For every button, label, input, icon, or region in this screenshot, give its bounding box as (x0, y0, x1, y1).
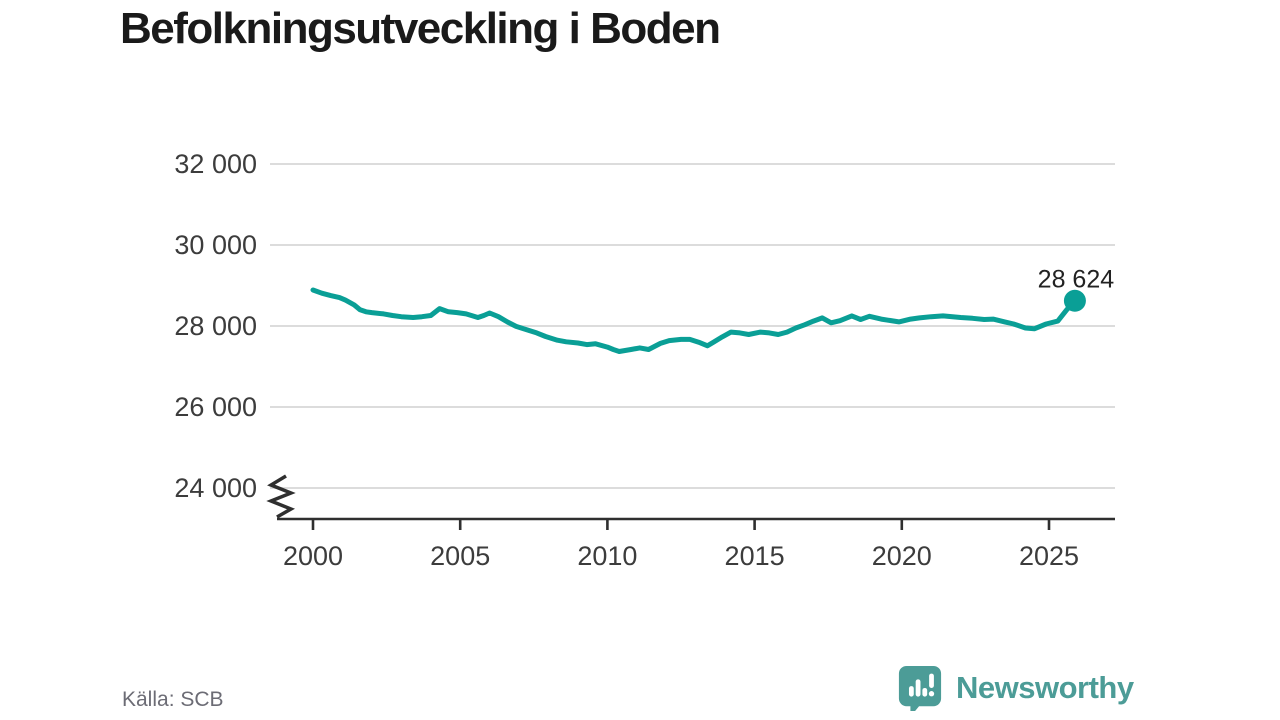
logo-exclamation-dot (928, 691, 935, 697)
newsworthy-logo: Newsworthy (897, 664, 1134, 711)
end-value-label: 28 624 (1038, 266, 1115, 294)
y-tick-label: 28 000 (174, 311, 257, 341)
population-line (310, 287, 1078, 354)
source-note: Källa: SCB (122, 688, 224, 711)
logo-exclamation-bar (929, 673, 934, 688)
x-tick-label: 2010 (577, 541, 637, 571)
x-tick-label: 2025 (1019, 541, 1079, 571)
end-point-marker (1063, 289, 1086, 312)
y-axis-break-icon (266, 474, 296, 519)
y-tick-label: 30 000 (174, 230, 257, 260)
x-tick-label: 2015 (725, 541, 785, 571)
newsworthy-wordmark: Newsworthy (956, 669, 1134, 705)
logo-bar-medium (922, 687, 928, 697)
x-tick-label: 2005 (430, 541, 490, 571)
y-tick-label: 26 000 (174, 392, 257, 422)
chart-title: Befolkningsutveckling i Boden (120, 4, 721, 53)
bar-chart-speech-bubble-icon (898, 665, 942, 711)
x-tick-label: 2020 (872, 541, 932, 571)
x-tick-label: 2000 (283, 541, 343, 571)
y-tick-label: 24 000 (174, 473, 257, 503)
y-tick-label: 32 000 (174, 149, 257, 179)
logo-bar-tall (915, 679, 921, 697)
logo-bar-short (908, 686, 914, 697)
